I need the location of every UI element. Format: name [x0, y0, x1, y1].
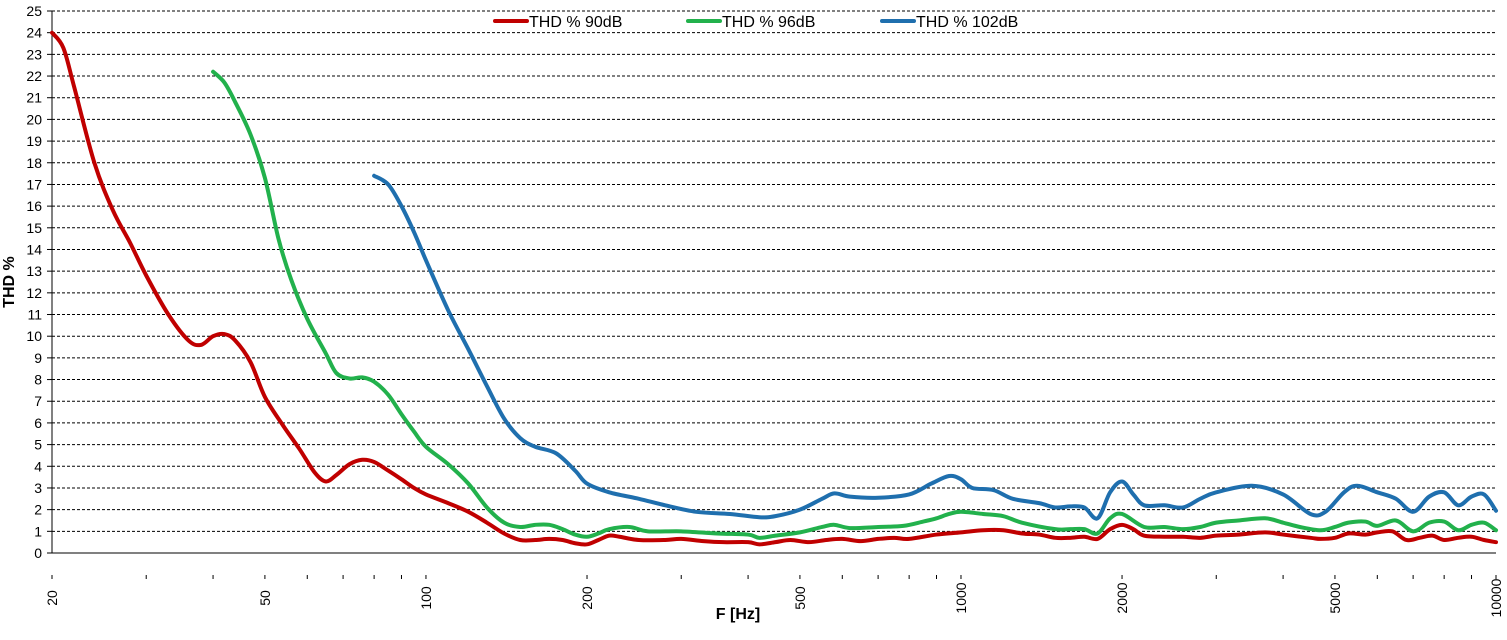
x-tick-label: 1000 [953, 582, 969, 613]
x-tick-label: 5000 [1327, 582, 1343, 613]
y-tick-label: 8 [34, 372, 42, 388]
x-tick-label: 10000 [1488, 578, 1504, 617]
y-tick-label: 0 [34, 545, 42, 561]
y-tick-label: 17 [26, 176, 42, 192]
y-tick-label: 11 [27, 307, 42, 323]
y-tick-label: 13 [26, 263, 42, 279]
y-tick-label: 9 [34, 350, 42, 366]
series-line-3 [372, 173, 1498, 521]
y-tick-label: 16 [26, 198, 42, 214]
x-tick-labels: 20 50 100 200 500 1000 2000 5000 10000 [44, 578, 1504, 617]
y-tick-label: 7 [34, 393, 42, 409]
x-axis-label: F [Hz] [716, 606, 760, 623]
y-tick-label: 22 [26, 68, 42, 84]
legend-label-3: THD % 102dB [916, 14, 1018, 31]
x-tick-label: 100 [418, 586, 434, 610]
y-tick-label: 5 [34, 437, 42, 453]
x-tick-label: 500 [792, 586, 808, 610]
series-lines [50, 30, 1498, 547]
y-tick-label: 3 [34, 480, 42, 496]
y-tick-label: 15 [26, 220, 42, 236]
x-tick-label: 200 [579, 586, 595, 610]
x-tick-label: 50 [257, 590, 273, 606]
series-line-1 [50, 30, 1498, 547]
gridlines [52, 10, 1496, 532]
y-tick-label: 6 [34, 415, 42, 431]
y-tick-label: 24 [26, 25, 42, 41]
legend: THD % 90dB THD % 96dB THD % 102dB [493, 14, 1018, 31]
y-tick-label: 25 [26, 3, 42, 19]
y-tick-label: 4 [34, 458, 42, 474]
y-tick-label: 2 [34, 502, 42, 518]
y-tick-label: 12 [26, 285, 42, 301]
y-tick-label: 19 [26, 133, 42, 149]
x-tick-label: 20 [44, 590, 60, 606]
y-tick-label: 14 [26, 241, 42, 257]
x-tick-label: 2000 [1114, 582, 1130, 613]
legend-label-1: THD % 90dB [529, 14, 622, 31]
y-tick-label: 1 [34, 523, 42, 539]
y-tick-label: 20 [26, 111, 42, 127]
y-axis-label: THD % [1, 256, 18, 308]
y-tick-labels: 0123456789101112131415161718192021222324… [26, 3, 42, 561]
axes [47, 10, 1497, 579]
y-tick-label: 18 [26, 155, 42, 171]
series-line-2 [211, 69, 1498, 540]
y-tick-label: 23 [26, 46, 42, 62]
y-tick-label: 21 [26, 90, 42, 106]
y-tick-label: 10 [26, 328, 42, 344]
legend-label-2: THD % 96dB [722, 14, 815, 31]
